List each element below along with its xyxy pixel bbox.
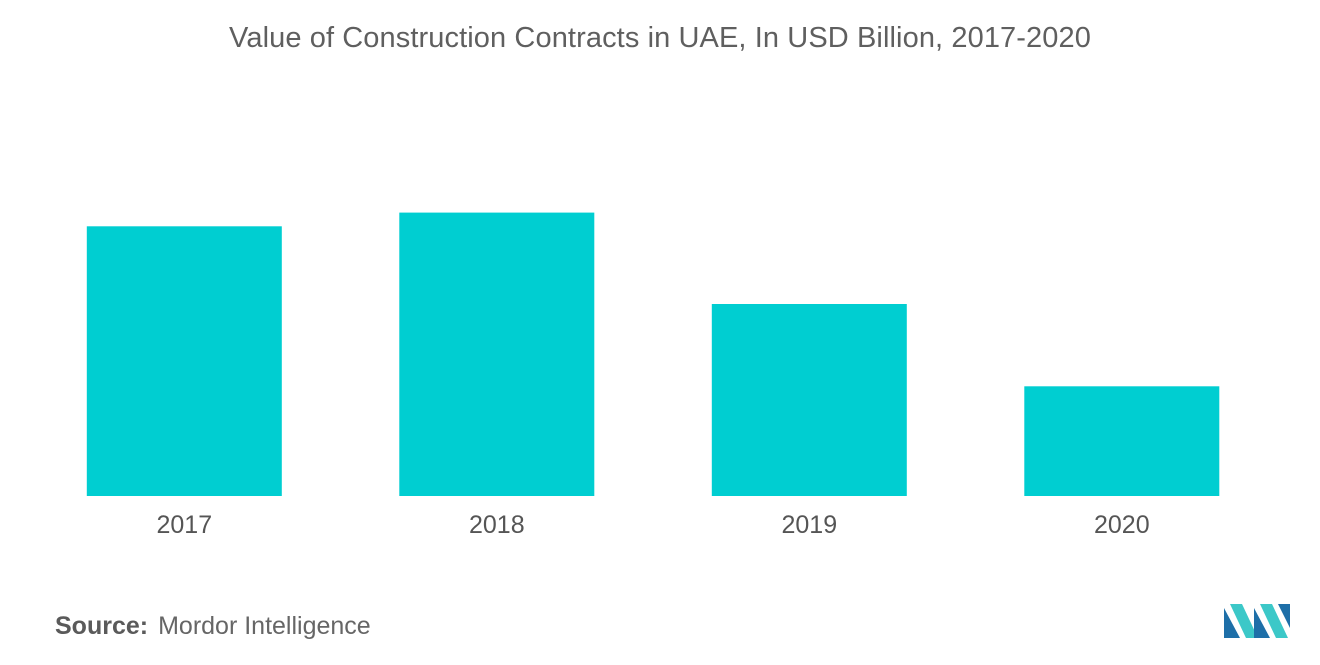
bar-2018 [399,212,595,496]
chart-title: Value of Construction Contracts in UAE, … [229,22,1091,54]
source-note: Source: Mordor Intelligence [55,612,371,641]
x-tick-labels: 2017 2018 2019 2020 [156,511,1149,539]
x-tick-label-2017: 2017 [156,511,212,539]
x-tick-label-2019: 2019 [781,511,837,539]
x-tick-label-2020: 2020 [1094,511,1150,539]
x-tick-label-2018: 2018 [469,511,525,539]
bar-chart: 2017 2018 2019 2020 [86,212,1220,539]
bar-2017 [86,226,282,497]
bar-2020 [1024,386,1220,496]
bar-2019 [711,304,907,496]
mordor-intelligence-logo-icon [1224,604,1290,638]
source-text: Mordor Intelligence [158,612,371,640]
bars-group [86,212,1220,497]
source-label: Source: [55,612,149,640]
